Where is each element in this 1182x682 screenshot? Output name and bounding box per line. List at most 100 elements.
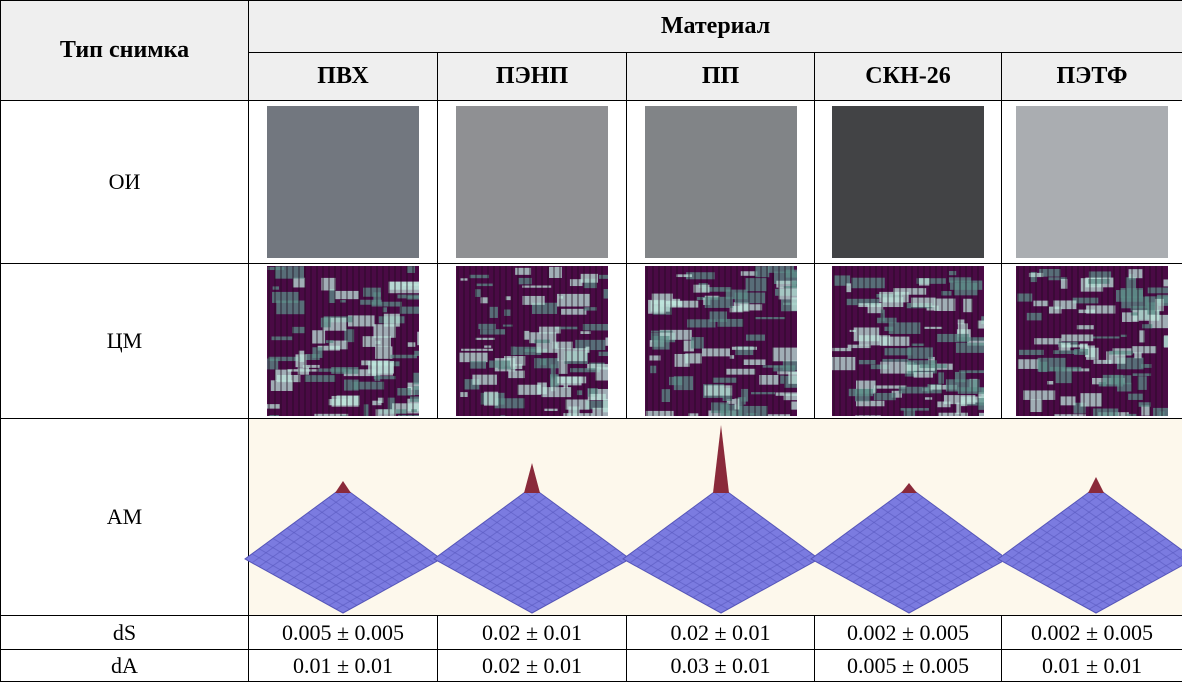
dm-patch xyxy=(690,337,703,349)
dm-patch xyxy=(413,373,419,385)
dm-patch xyxy=(672,299,680,305)
digital-model xyxy=(456,266,608,416)
dm-patch xyxy=(934,299,955,311)
dm-patch xyxy=(899,387,930,394)
dm-patch xyxy=(1138,376,1147,390)
am-peak xyxy=(901,483,917,493)
dm-patch xyxy=(599,352,608,356)
dm-patch xyxy=(476,338,495,340)
digital-model xyxy=(267,266,419,416)
dm-patch xyxy=(772,366,794,372)
photo xyxy=(832,106,984,258)
image-cell xyxy=(815,101,1002,264)
image-cell xyxy=(627,264,815,419)
dm-patch xyxy=(979,413,984,416)
image-cell xyxy=(627,419,815,616)
dm-patch xyxy=(1128,394,1143,400)
dm-patch xyxy=(1073,298,1099,304)
dm-patch xyxy=(701,348,729,356)
column-header: ПВХ xyxy=(249,53,438,101)
dm-patch xyxy=(269,415,279,416)
dm-patch xyxy=(755,317,785,319)
dm-patch xyxy=(855,415,881,416)
image-cell xyxy=(815,264,1002,419)
dm-patch xyxy=(603,399,608,412)
photo-sheen xyxy=(456,106,608,258)
dm-patch xyxy=(652,336,669,350)
dm-patch xyxy=(1019,350,1044,355)
am-surface xyxy=(623,487,819,613)
dm-patch xyxy=(1109,351,1133,355)
dm-patch xyxy=(1027,313,1042,321)
dm-patch xyxy=(478,324,495,329)
dm-patch xyxy=(1078,310,1095,314)
dm-patch xyxy=(586,347,590,353)
image-cell xyxy=(815,419,1002,616)
dm-patch xyxy=(882,359,908,362)
cell: 0.005 ± 0.005 xyxy=(815,650,1002,682)
dm-patch xyxy=(1056,371,1072,383)
photo-sheen xyxy=(1016,106,1168,258)
am-peak xyxy=(713,425,729,493)
dm-patch xyxy=(413,386,419,395)
dm-patch xyxy=(859,360,876,364)
dm-patch xyxy=(557,294,590,307)
image-cell xyxy=(438,264,627,419)
dm-patch xyxy=(397,388,411,396)
dm-patch xyxy=(470,361,486,368)
image-cell xyxy=(438,419,627,616)
amplitude-model xyxy=(243,419,443,615)
dm-patch xyxy=(846,283,851,292)
photo xyxy=(456,106,608,258)
dm-patch xyxy=(551,364,556,377)
dm-patch xyxy=(508,371,525,379)
dm-patch xyxy=(540,359,546,365)
image-cell xyxy=(249,419,438,616)
image-cell xyxy=(249,101,438,264)
dm-patch xyxy=(580,331,590,334)
dm-patch xyxy=(477,284,493,287)
row-label: ЦМ xyxy=(1,264,249,419)
dm-patch xyxy=(408,342,416,347)
image-cell xyxy=(1002,419,1182,616)
dm-patch xyxy=(941,291,951,295)
dm-patch xyxy=(329,289,335,303)
row-label: АМ xyxy=(1,419,249,616)
group-header: Материал xyxy=(249,1,1182,53)
dm-patch xyxy=(272,292,299,303)
dm-patch xyxy=(832,348,851,351)
amplitude-model xyxy=(432,419,632,615)
digital-model xyxy=(645,266,797,416)
dm-patch xyxy=(470,275,489,278)
cell: 0.01 ± 0.01 xyxy=(1002,650,1182,682)
dm-patch xyxy=(731,347,756,350)
cell: 0.005 ± 0.005 xyxy=(249,616,438,650)
dm-patch xyxy=(939,413,968,416)
cell: 0.03 ± 0.01 xyxy=(627,650,815,682)
photo-sheen xyxy=(832,106,984,258)
dm-patch xyxy=(389,282,419,290)
cell: 0.02 ± 0.01 xyxy=(438,650,627,682)
am-peak xyxy=(1088,477,1104,493)
dm-patch xyxy=(1054,414,1086,416)
dm-patch xyxy=(410,396,419,401)
row-label: ОИ xyxy=(1,101,249,264)
dm-patch xyxy=(938,372,944,383)
dm-patch xyxy=(273,286,279,289)
dm-patch xyxy=(949,271,956,275)
dm-patch xyxy=(604,289,608,299)
dm-patch xyxy=(400,307,419,314)
photo xyxy=(645,106,797,258)
results-table: Тип снимка Материал ПВХ ПЭНП ПП СКН-26 П… xyxy=(0,0,1182,682)
image-cell xyxy=(1002,101,1182,264)
dm-patch xyxy=(504,309,510,315)
dm-patch xyxy=(788,372,797,384)
row-label: dA xyxy=(1,650,249,682)
dm-patch xyxy=(484,392,498,406)
dm-patch xyxy=(384,314,400,327)
dm-patch xyxy=(480,329,505,334)
column-header: ПП xyxy=(627,53,815,101)
column-header: СКН-26 xyxy=(815,53,1002,101)
dm-patch xyxy=(1148,287,1168,293)
am-surface xyxy=(434,487,630,613)
